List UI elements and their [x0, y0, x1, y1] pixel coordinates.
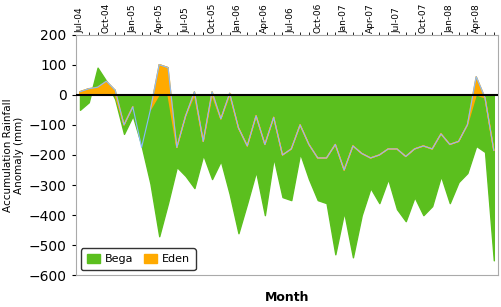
X-axis label: Month: Month: [265, 291, 309, 304]
Legend: Bega, Eden: Bega, Eden: [81, 248, 195, 270]
Y-axis label: Accumulation Rainfall
Anomaly (mm): Accumulation Rainfall Anomaly (mm): [3, 98, 25, 212]
